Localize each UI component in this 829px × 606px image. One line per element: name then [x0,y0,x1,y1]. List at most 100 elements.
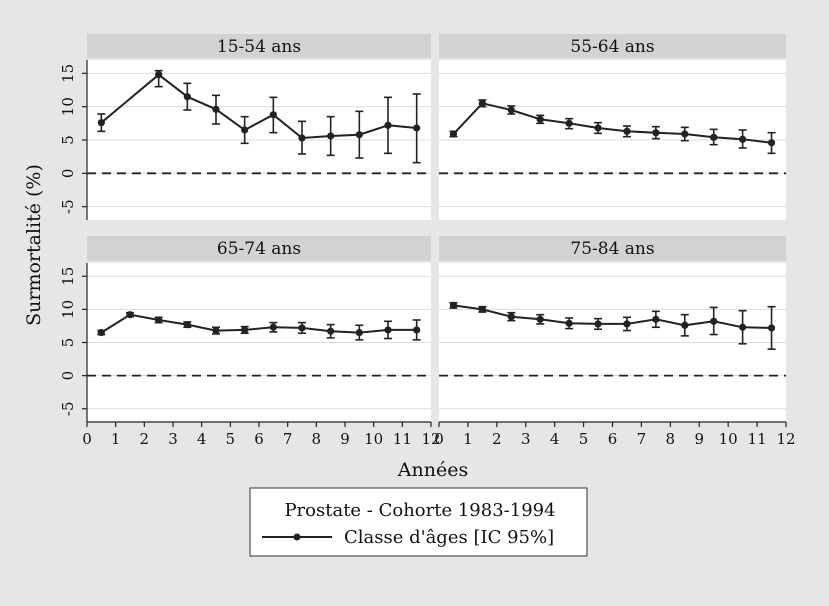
y-tick-label: 5 [59,338,77,348]
data-point [212,105,220,113]
legend-entry-label: Classe d'âges [IC 95%] [344,527,554,548]
panel-title: 65-74 ans [217,239,301,259]
x-tick-label: 3 [521,430,531,448]
data-point [594,124,602,132]
data-point [652,129,660,137]
data-point [269,323,277,331]
x-tick-label: 10 [719,430,738,448]
data-point [478,99,486,107]
panel-title: 75-84 ans [570,239,654,259]
x-tick-label: 6 [254,430,264,448]
series-line [453,304,772,329]
data-point [97,328,105,337]
panel-title-strip [439,34,786,58]
data-point [507,106,515,114]
data-point [126,311,134,319]
data-point [536,315,544,323]
y-axis-label: Surmortalité (%) [23,164,45,326]
y-tick-label: -5 [59,401,77,416]
data-point [327,132,335,140]
panel-title: 15-54 ans [217,37,301,57]
y-tick-label: 15 [59,64,77,83]
x-tick-label: 10 [364,430,383,448]
x-tick-label: 3 [168,430,178,448]
data-point [384,326,392,334]
data-point [623,320,631,328]
panel-title: 55-64 ans [570,37,654,57]
data-point [413,326,421,334]
x-tick-label: 6 [608,430,618,448]
data-point [384,121,392,129]
legend-marker-sample [293,533,301,541]
panel-title-strip [439,236,786,261]
legend: Prostate - Cohorte 1983-1994 Classe d'âg… [249,487,588,557]
x-tick-label: 5 [226,430,236,448]
data-point [269,111,277,119]
data-point [298,134,306,142]
data-point [594,320,602,328]
x-tick-label: 5 [579,430,589,448]
panel-title-strip [87,34,431,58]
x-tick-label: 8 [312,430,322,448]
x-tick-label: 4 [550,430,560,448]
data-point [298,324,306,332]
x-tick-label: 9 [340,430,350,448]
x-tick-label: 9 [694,430,704,448]
panels: 15-54 ans 55-64 ans 65-74 ans 75-84 ans [87,34,786,422]
y-tick-label: 5 [59,135,77,145]
x-tick-label: 2 [492,430,502,448]
data-point [183,93,191,101]
data-point [681,130,689,138]
y-tick-label: 10 [59,97,77,116]
x-tick-label: 2 [140,430,150,448]
x-tick-label: 4 [197,430,207,448]
data-point [241,126,249,134]
x-tick-label: 1 [111,430,121,448]
data-point [767,139,776,147]
data-point [449,301,458,309]
panel-65-74-ans: 65-74 ans [87,236,431,422]
series-line [452,102,772,144]
data-point [155,71,163,79]
panel-15-54-ans: 15-54 ans [87,34,431,220]
data-point [449,130,458,138]
data-point [710,133,718,141]
panel-title-strip [87,236,431,261]
legend-box [249,487,588,557]
data-point [739,135,747,143]
data-point [739,323,747,331]
legend-title: Prostate - Cohorte 1983-1994 [284,500,555,521]
panel-75-84-ans: 75-84 ans [439,236,786,422]
data-point [478,305,486,313]
series-line [100,313,417,334]
data-point [652,315,660,323]
data-point [355,328,363,337]
data-point [183,321,191,329]
data-point [97,119,105,127]
x-tick-label: 11 [393,430,412,448]
data-point [767,324,776,332]
panel-55-64-ans: 55-64 ans [439,34,786,220]
data-point [212,326,220,335]
data-point [565,119,573,127]
data-point [681,321,689,329]
data-point [155,316,163,324]
x-tick-label: 8 [666,430,676,448]
data-point [536,115,544,123]
data-point [413,124,421,132]
x-tick-label: 7 [283,430,293,448]
x-axis-label: Années [397,459,468,481]
y-tick-label: 10 [59,300,77,319]
x-tick-label: 0 [434,430,444,448]
data-point [355,131,363,139]
y-tick-label: 0 [59,169,77,179]
data-point [565,319,573,327]
data-point [241,326,249,334]
data-point [623,127,631,135]
x-tick-label: 1 [463,430,473,448]
x-tick-label: 7 [637,430,647,448]
data-point [507,313,515,321]
y-tick-label: -5 [59,199,77,214]
x-tick-label: 12 [776,430,795,448]
